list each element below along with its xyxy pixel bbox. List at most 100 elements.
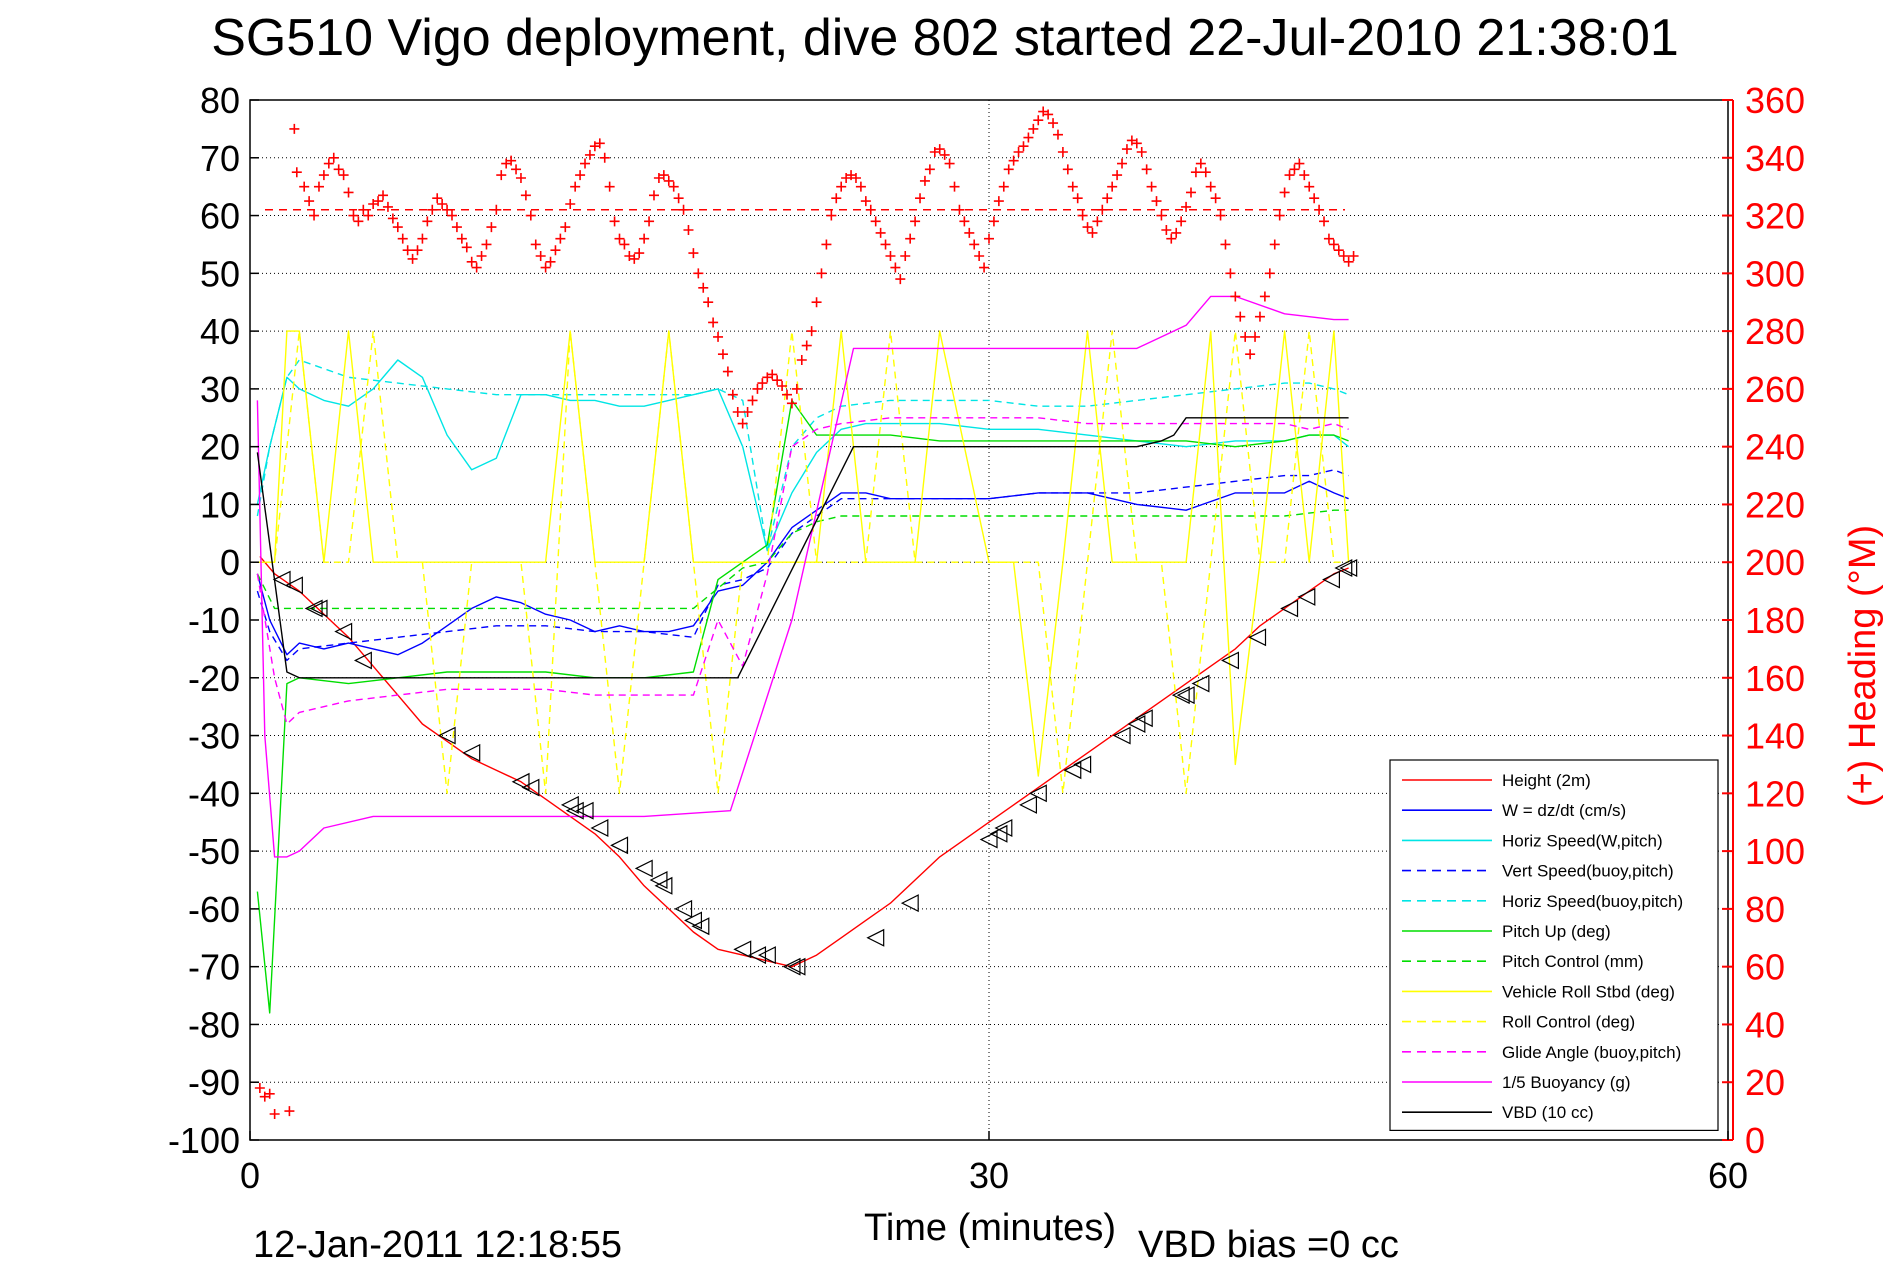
heading-point <box>1264 268 1275 279</box>
triangle-marker <box>654 876 673 895</box>
heading-point <box>299 181 310 192</box>
heading-point <box>1072 193 1083 204</box>
x-tick-label: 0 <box>240 1155 260 1196</box>
heading-point <box>609 216 620 227</box>
triangle-markers <box>272 559 1358 976</box>
heading-point <box>348 210 359 221</box>
heading-point <box>550 245 561 256</box>
triangle-marker <box>782 957 801 976</box>
heading-point <box>338 170 349 181</box>
heading-point <box>313 181 324 192</box>
triangle-marker <box>610 836 629 855</box>
heading-point <box>1269 239 1280 250</box>
heading-point <box>422 216 433 227</box>
heading-point <box>870 216 881 227</box>
y-tick-label: -10 <box>188 600 240 641</box>
heading-point <box>289 123 300 134</box>
heading-point <box>722 366 733 377</box>
heading-point <box>885 251 896 261</box>
heading-point <box>397 233 408 244</box>
y-tick-label: -50 <box>188 831 240 872</box>
heading-point <box>629 253 640 264</box>
heading-point <box>1190 167 1201 178</box>
triangle-marker <box>511 772 530 791</box>
heading-point <box>437 199 448 209</box>
triangle-marker <box>748 946 767 965</box>
y2-tick-label: 300 <box>1745 253 1805 294</box>
heading-point <box>456 233 467 244</box>
triangle-marker <box>733 940 752 959</box>
legend-box <box>1389 759 1719 1131</box>
heading-point <box>1205 181 1216 192</box>
y-tick-label: 50 <box>200 253 240 294</box>
heading-point <box>1082 222 1093 233</box>
triangle-marker <box>1171 686 1190 705</box>
triangle-marker <box>1322 570 1341 589</box>
y2-tick-label: 240 <box>1745 427 1805 468</box>
heading-point <box>865 204 876 215</box>
heading-point <box>1121 144 1132 155</box>
chart-title: SG510 Vigo deployment, dive 802 started … <box>211 9 1679 67</box>
heading-point <box>796 355 807 365</box>
heading-point <box>1043 109 1054 120</box>
heading-point <box>1333 245 1344 256</box>
heading-point <box>954 204 965 215</box>
x-axis: 0 30 60 <box>240 1131 1748 1196</box>
series-line-11 <box>256 417 1349 679</box>
heading-point <box>698 282 709 293</box>
heading-point <box>1171 227 1182 238</box>
heading-point <box>284 1106 295 1117</box>
heading-point <box>580 158 591 169</box>
heading-point <box>939 149 950 160</box>
heading-point <box>934 144 945 155</box>
legend: Height (2m) W = dz/dt (cm/s) Horiz Speed(W… <box>1389 759 1719 1131</box>
heading-point <box>727 389 738 400</box>
heading-point <box>373 196 384 207</box>
heading-point <box>575 170 586 181</box>
y2-tick-label: 20 <box>1745 1062 1785 1103</box>
y-tick-label: 10 <box>200 484 240 525</box>
x-tick-label: 30 <box>969 1155 1009 1196</box>
heading-point <box>713 331 724 342</box>
heading-point <box>1220 239 1231 250</box>
heading-point <box>703 297 714 308</box>
heading-point <box>1259 291 1270 302</box>
series-line-9 <box>256 417 1349 725</box>
heading-point <box>786 398 797 409</box>
heading-point <box>910 216 921 227</box>
heading-point <box>291 167 302 178</box>
heading-point <box>1284 170 1295 181</box>
heading-point <box>919 175 930 186</box>
heading-point <box>417 233 428 244</box>
triangle-marker <box>590 819 609 837</box>
heading-point <box>1052 129 1063 140</box>
heading-point <box>1299 170 1310 181</box>
legend-label: Pitch Control (mm) <box>1502 952 1644 971</box>
triangle-marker <box>1112 726 1131 745</box>
legend-label: Pitch Up (deg) <box>1502 922 1611 941</box>
y-tick-label: -90 <box>188 1062 240 1103</box>
triangle-marker <box>1019 795 1038 814</box>
heading-point <box>619 239 630 250</box>
heading-point <box>1210 193 1221 204</box>
legend-label: VBD (10 cc) <box>1502 1103 1594 1122</box>
heading-point <box>1314 204 1325 215</box>
heading-point <box>254 1083 265 1093</box>
triangle-marker <box>272 570 291 589</box>
heading-point <box>328 152 339 163</box>
y-tick-label: 40 <box>200 311 240 352</box>
triangle-marker <box>1191 674 1210 693</box>
legend-label: Horiz Speed(buoy,pitch) <box>1502 892 1683 911</box>
heading-point <box>530 239 541 250</box>
heading-point <box>850 173 861 183</box>
heading-point <box>915 193 926 204</box>
heading-point <box>993 196 1004 207</box>
heading-point <box>811 297 822 308</box>
heading-point <box>1348 251 1359 261</box>
heading-point <box>900 251 911 261</box>
x-axis-label: Time (minutes) <box>864 1207 1116 1249</box>
heading-point <box>1240 331 1251 342</box>
heading-point <box>1146 181 1157 192</box>
heading-point <box>323 158 334 169</box>
heading-point <box>545 256 556 267</box>
